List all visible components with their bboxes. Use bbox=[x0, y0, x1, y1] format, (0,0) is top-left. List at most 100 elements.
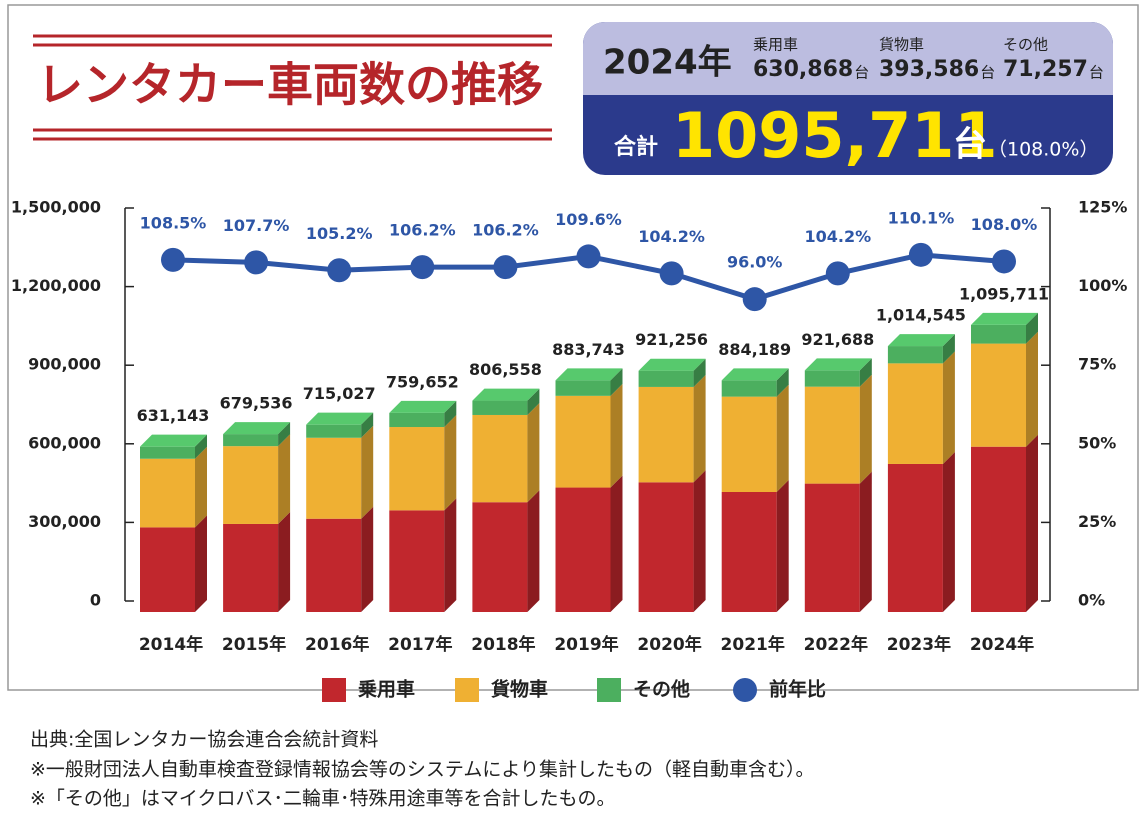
bar bbox=[472, 414, 528, 503]
bar bbox=[223, 523, 279, 612]
line-label: 106.2% bbox=[472, 221, 539, 240]
bar bbox=[140, 527, 195, 612]
bar-side bbox=[278, 422, 291, 447]
bar bbox=[389, 412, 445, 428]
total-label: 921,688 bbox=[801, 330, 874, 349]
y2-tick-label: 0% bbox=[1078, 591, 1105, 610]
bar bbox=[306, 424, 362, 438]
bar-side bbox=[195, 434, 207, 459]
bar-side bbox=[859, 471, 872, 612]
total-label: 715,027 bbox=[303, 384, 376, 403]
x-tick-label: 2016年 bbox=[305, 634, 369, 655]
bar-side bbox=[693, 374, 706, 483]
total-label: 1,095,711 bbox=[959, 284, 1049, 303]
summary-item-value: 71,257 bbox=[1003, 57, 1088, 82]
bar-top bbox=[472, 388, 540, 401]
bar-top bbox=[555, 368, 623, 381]
total-label: 806,558 bbox=[469, 360, 542, 379]
summary-item-name: 貨物車 bbox=[879, 36, 924, 54]
line-label: 104.2% bbox=[804, 227, 871, 246]
bar bbox=[887, 463, 943, 612]
bar-side bbox=[1026, 434, 1038, 612]
bar-side bbox=[1026, 312, 1038, 344]
summary-item-name: 乗用車 bbox=[753, 36, 798, 54]
bar-side bbox=[1026, 331, 1038, 447]
line-label: 109.6% bbox=[555, 210, 622, 229]
total-label: 759,652 bbox=[386, 372, 459, 391]
summary-item-name: その他 bbox=[1003, 36, 1048, 54]
bar bbox=[472, 400, 528, 415]
line-point bbox=[908, 242, 933, 267]
line-point bbox=[825, 261, 850, 286]
line-point bbox=[161, 247, 185, 272]
bar-side bbox=[278, 511, 291, 612]
summary-item-unit: 台 bbox=[1089, 64, 1104, 82]
x-tick-label: 2018年 bbox=[471, 634, 535, 655]
bar-side bbox=[361, 506, 374, 612]
note: ※一般財団法人自動車検査登録情報協会等のシステムにより集計したもの（軽自動車含む… bbox=[30, 759, 814, 781]
note: ※「その他」はマイクロバス･二輪車･特殊用途車等を合計したもの。 bbox=[30, 788, 616, 810]
x-tick-label: 2024年 bbox=[970, 634, 1034, 655]
x-tick-label: 2017年 bbox=[388, 634, 452, 655]
bar-top bbox=[804, 358, 872, 371]
bar-top bbox=[638, 358, 706, 371]
bar-side bbox=[610, 383, 623, 488]
line-point bbox=[493, 255, 518, 280]
title-rules bbox=[33, 34, 552, 141]
x-tick-label: 2014年 bbox=[139, 634, 203, 655]
bar bbox=[306, 518, 362, 612]
bar bbox=[804, 483, 860, 612]
y2-tick-label: 25% bbox=[1078, 512, 1116, 531]
x-tick-label: 2022年 bbox=[804, 634, 868, 655]
line-point bbox=[244, 250, 269, 275]
bar-top bbox=[887, 334, 955, 347]
line-label: 105.2% bbox=[306, 224, 373, 243]
bar bbox=[389, 427, 445, 511]
note: 出典:全国レンタカー協会連合会統計資料 bbox=[30, 729, 378, 751]
bar-side bbox=[859, 358, 872, 387]
bar-side bbox=[278, 434, 291, 524]
bar-top bbox=[140, 434, 207, 447]
total-label: 1,014,545 bbox=[876, 306, 966, 325]
bar-side bbox=[942, 334, 955, 364]
bar bbox=[638, 370, 694, 387]
bar-top bbox=[306, 412, 374, 425]
bar bbox=[721, 492, 777, 612]
legend-label: その他 bbox=[633, 678, 690, 701]
bar bbox=[555, 395, 611, 488]
bar bbox=[887, 346, 943, 364]
bar-side bbox=[195, 515, 207, 612]
summary-year: 2024年 bbox=[603, 43, 732, 83]
bar-side bbox=[776, 480, 789, 612]
y-tick-label: 900,000 bbox=[28, 355, 101, 374]
legend-label: 貨物車 bbox=[491, 678, 548, 701]
bar-side bbox=[527, 388, 540, 415]
bar bbox=[721, 380, 777, 397]
line-label: 107.7% bbox=[223, 216, 290, 235]
bar-side bbox=[942, 451, 955, 612]
y-tick-label: 1,500,000 bbox=[11, 198, 101, 217]
bar-side bbox=[361, 412, 374, 438]
total-label: 921,256 bbox=[635, 330, 708, 349]
y2-tick-label: 50% bbox=[1078, 433, 1116, 452]
x-tick-label: 2021年 bbox=[721, 634, 785, 655]
summary-header bbox=[583, 22, 1113, 95]
legend-swatch bbox=[597, 678, 621, 702]
summary-item-unit: 台 bbox=[854, 64, 869, 82]
summary-item-value: 393,586 bbox=[879, 57, 979, 82]
bar-top bbox=[971, 312, 1038, 325]
bar-side bbox=[859, 374, 872, 484]
y2-tick-label: 75% bbox=[1078, 355, 1116, 374]
line-point bbox=[659, 261, 684, 286]
line-point bbox=[410, 255, 435, 280]
bar-side bbox=[693, 470, 706, 612]
line-point bbox=[742, 287, 767, 312]
bar bbox=[389, 510, 445, 612]
y2-tick-label: 125% bbox=[1078, 198, 1127, 217]
bar bbox=[223, 434, 279, 447]
bar-side bbox=[361, 425, 374, 519]
x-tick-label: 2023年 bbox=[887, 634, 951, 655]
bar bbox=[555, 487, 611, 612]
bar-top bbox=[389, 400, 457, 413]
